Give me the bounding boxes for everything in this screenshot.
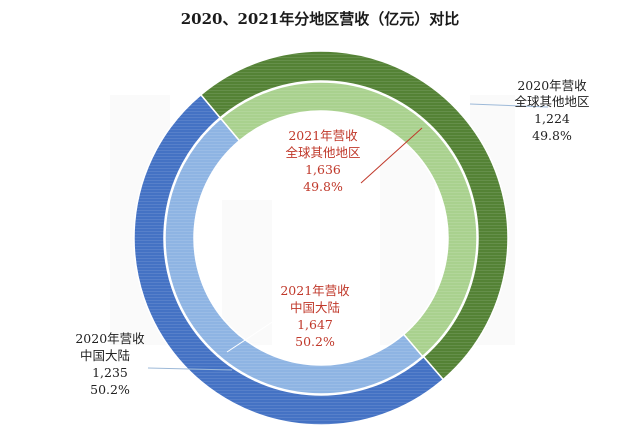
- label-inner-other-category: 全球其他地区: [285, 145, 360, 160]
- ring-inner-mainland-texture: [165, 118, 423, 394]
- ring-inner-other-texture: [220, 81, 478, 357]
- label-inner-other-series: 2021年营收: [288, 128, 358, 143]
- label-inner-other-value: 1,636: [305, 162, 341, 177]
- label-inner-mainland: 2021年营收 中国大陆 1,647 50.2%: [280, 283, 350, 349]
- label-outer-mainland-value: 1,235: [92, 365, 128, 380]
- leader-inner-other: [360, 127, 423, 184]
- leader-lines: [147, 103, 549, 371]
- label-inner-other: 2021年营收 全球其他地区 1,636 49.8%: [285, 128, 360, 194]
- label-outer-other-series: 2020年营收: [517, 78, 587, 93]
- ring-outer-other-texture: [200, 51, 508, 380]
- label-outer-other: 2020年营收 全球其他地区 1,224 49.8%: [514, 78, 589, 143]
- leader-outer-mainland: [147, 367, 233, 371]
- label-outer-other-category: 全球其他地区: [514, 94, 589, 109]
- label-outer-other-value: 1,224: [534, 111, 570, 126]
- label-inner-mainland-percent: 50.2%: [295, 334, 335, 349]
- label-outer-mainland-series: 2020年营收: [75, 331, 145, 346]
- label-inner-mainland-series: 2021年营收: [280, 283, 350, 298]
- label-outer-other-percent: 49.8%: [532, 128, 572, 143]
- label-outer-mainland: 2020年营收 中国大陆 1,235 50.2%: [75, 331, 145, 397]
- label-inner-other-percent: 49.8%: [303, 179, 343, 194]
- chart-title: 2020、2021年分地区营收（亿元）对比: [181, 10, 460, 28]
- label-inner-mainland-category: 中国大陆: [290, 300, 340, 315]
- label-outer-mainland-percent: 50.2%: [90, 382, 130, 397]
- leader-inner-mainland: [226, 312, 287, 353]
- leader-outer-other: [469, 103, 549, 108]
- label-outer-mainland-category: 中国大陆: [80, 348, 130, 363]
- rings: [133, 50, 509, 426]
- label-inner-mainland-value: 1,647: [297, 317, 333, 332]
- ring-outer-mainland-texture: [133, 94, 444, 426]
